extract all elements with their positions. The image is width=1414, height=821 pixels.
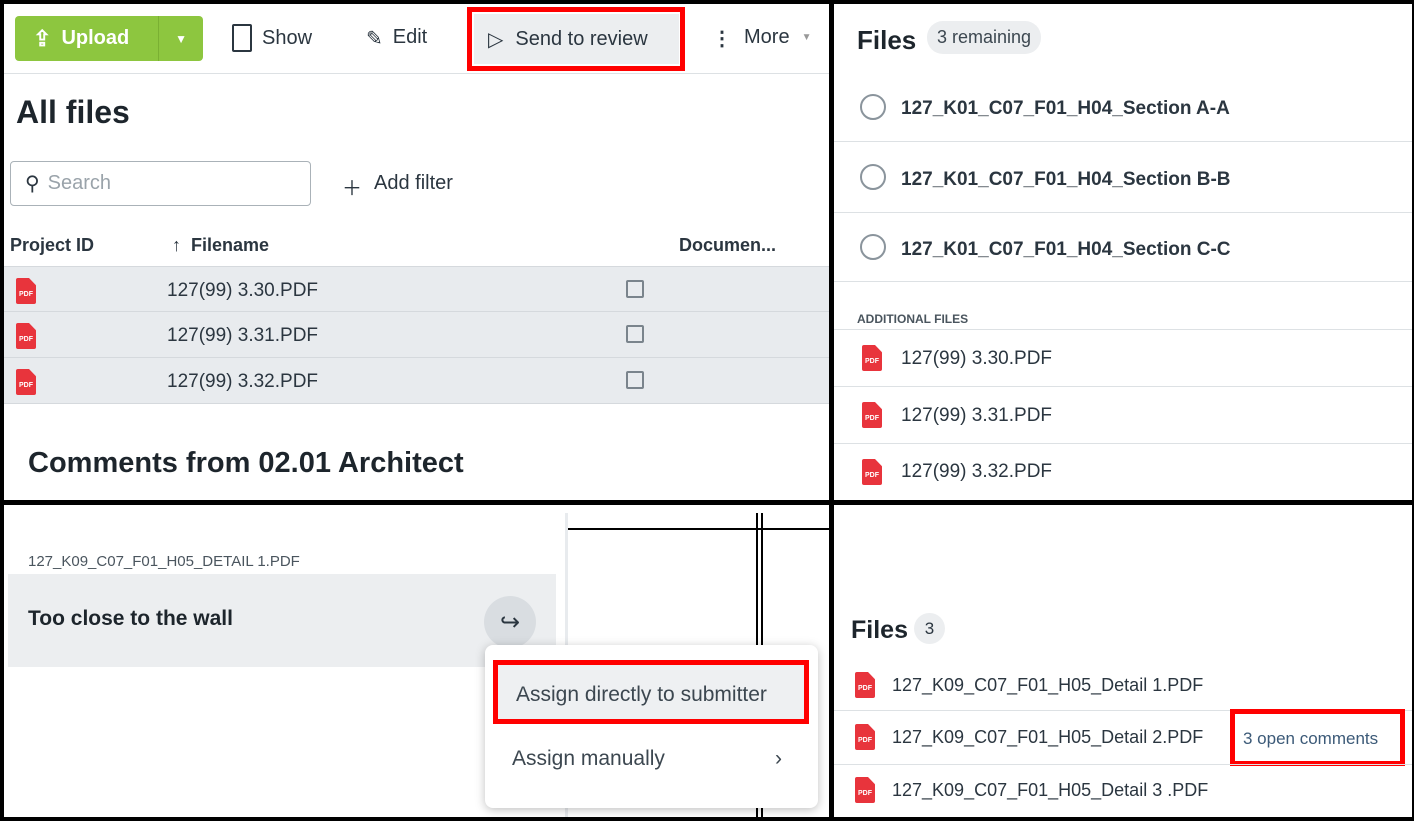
- radio-button[interactable]: [860, 234, 886, 260]
- drawing-icon: [626, 325, 644, 343]
- divider: [834, 141, 1412, 142]
- pdf-icon: PDF: [862, 345, 882, 371]
- menu-item-assign-manually[interactable]: Assign manually ›: [512, 747, 782, 770]
- pencil-icon: ✎: [366, 28, 383, 50]
- open-comments-link[interactable]: 3 open comments: [1230, 709, 1405, 766]
- chevron-right-icon: ›: [775, 747, 782, 770]
- remaining-badge: 3 remaining: [927, 21, 1042, 54]
- upload-button[interactable]: ⇪ Upload ▼: [15, 16, 203, 61]
- pdf-icon: PDF: [16, 369, 36, 395]
- column-header-project-id[interactable]: Project ID: [10, 235, 95, 255]
- files-title: Files: [851, 616, 908, 644]
- pdf-icon: PDF: [862, 459, 882, 485]
- document-icon: [232, 24, 252, 52]
- additional-files-label: ADDITIONAL FILES: [857, 312, 969, 326]
- comments-title: Comments from 02.01 Architect: [28, 447, 464, 479]
- divider: [834, 386, 1412, 387]
- divider: [834, 443, 1412, 444]
- edit-button[interactable]: ✎ Edit: [366, 26, 428, 50]
- pdf-icon: PDF: [862, 402, 882, 428]
- pdf-icon: PDF: [855, 724, 875, 750]
- divider: [4, 73, 829, 74]
- more-button[interactable]: ⋮ More ▼: [712, 26, 812, 50]
- drawing-icon: [626, 280, 644, 298]
- additional-file-item[interactable]: 127(99) 3.30.PDF: [901, 348, 1053, 369]
- send-icon: ▷: [488, 28, 504, 51]
- divider: [834, 281, 1412, 282]
- comment-item[interactable]: Too close to the wall ↪: [8, 574, 556, 667]
- chevron-down-icon: ▼: [801, 32, 812, 43]
- add-filter-button[interactable]: ＋ Add filter: [342, 172, 453, 200]
- divider: [834, 710, 1412, 711]
- highlight-box: [467, 7, 685, 71]
- send-to-review-button[interactable]: ▷ Send to review: [474, 14, 679, 64]
- sort-ascending-icon: ↑: [172, 235, 181, 255]
- table-row[interactable]: PDF 127(99) 3.32.PDF: [4, 358, 829, 404]
- file-item[interactable]: 127_K01_C07_F01_H04_Section C-C: [901, 239, 1231, 260]
- all-files-panel: ⇪ Upload ▼ Show ✎ Edit ▷ Send to review ⋮ M…: [4, 4, 829, 500]
- files-panel: Files 3 PDF 127_K09_C07_F01_H05_Detail 1…: [834, 505, 1412, 817]
- plus-icon: ＋: [342, 178, 362, 200]
- radio-button[interactable]: [860, 94, 886, 120]
- search-input[interactable]: ⚲ Search: [10, 161, 311, 206]
- file-item[interactable]: 127_K09_C07_F01_H05_Detail 2.PDF: [892, 727, 1204, 747]
- files-title: Files: [857, 25, 917, 55]
- comment-panel: 127_K09_C07_F01_H05_DETAIL 1.PDF Too clo…: [4, 505, 829, 817]
- search-icon: ⚲: [25, 173, 40, 195]
- review-files-panel: Files 3 remaining 127_K01_C07_F01_H04_Se…: [834, 4, 1412, 500]
- pdf-icon: PDF: [16, 278, 36, 304]
- table-row[interactable]: PDF 127(99) 3.30.PDF: [4, 266, 829, 312]
- upload-icon: ⇪: [33, 25, 52, 51]
- divider: [834, 212, 1412, 213]
- show-button[interactable]: Show: [232, 24, 312, 52]
- divider: [834, 329, 1412, 330]
- files-count-badge: 3: [914, 613, 945, 644]
- column-header-filename[interactable]: ↑ Filename: [172, 235, 270, 255]
- page-title: All files: [16, 94, 130, 130]
- pdf-icon: PDF: [855, 672, 875, 698]
- divider: [834, 764, 1412, 765]
- forward-icon[interactable]: ↪: [484, 596, 536, 648]
- upload-dropdown-chevron-icon[interactable]: ▼: [158, 16, 203, 61]
- additional-file-item[interactable]: 127(99) 3.31.PDF: [901, 405, 1053, 426]
- file-item[interactable]: 127_K09_C07_F01_H05_Detail 3 .PDF: [892, 780, 1209, 800]
- pdf-icon: PDF: [855, 777, 875, 803]
- menu-item-assign-directly[interactable]: Assign directly to submitter: [493, 660, 809, 724]
- pdf-icon: PDF: [16, 323, 36, 349]
- additional-file-item[interactable]: 127(99) 3.32.PDF: [901, 461, 1053, 482]
- kebab-icon: ⋮: [712, 28, 732, 50]
- file-item[interactable]: 127_K01_C07_F01_H04_Section B-B: [901, 169, 1231, 190]
- column-header-document[interactable]: Documen...: [679, 235, 777, 255]
- table-row[interactable]: PDF 127(99) 3.31.PDF: [4, 312, 829, 358]
- file-item[interactable]: 127_K09_C07_F01_H05_Detail 1.PDF: [892, 675, 1204, 695]
- radio-button[interactable]: [860, 164, 886, 190]
- file-item[interactable]: 127_K01_C07_F01_H04_Section A-A: [901, 98, 1230, 119]
- comment-file-name: 127_K09_C07_F01_H05_DETAIL 1.PDF: [28, 553, 300, 570]
- assign-menu: Assign directly to submitter Assign manu…: [485, 645, 818, 808]
- drawing-icon: [626, 371, 644, 389]
